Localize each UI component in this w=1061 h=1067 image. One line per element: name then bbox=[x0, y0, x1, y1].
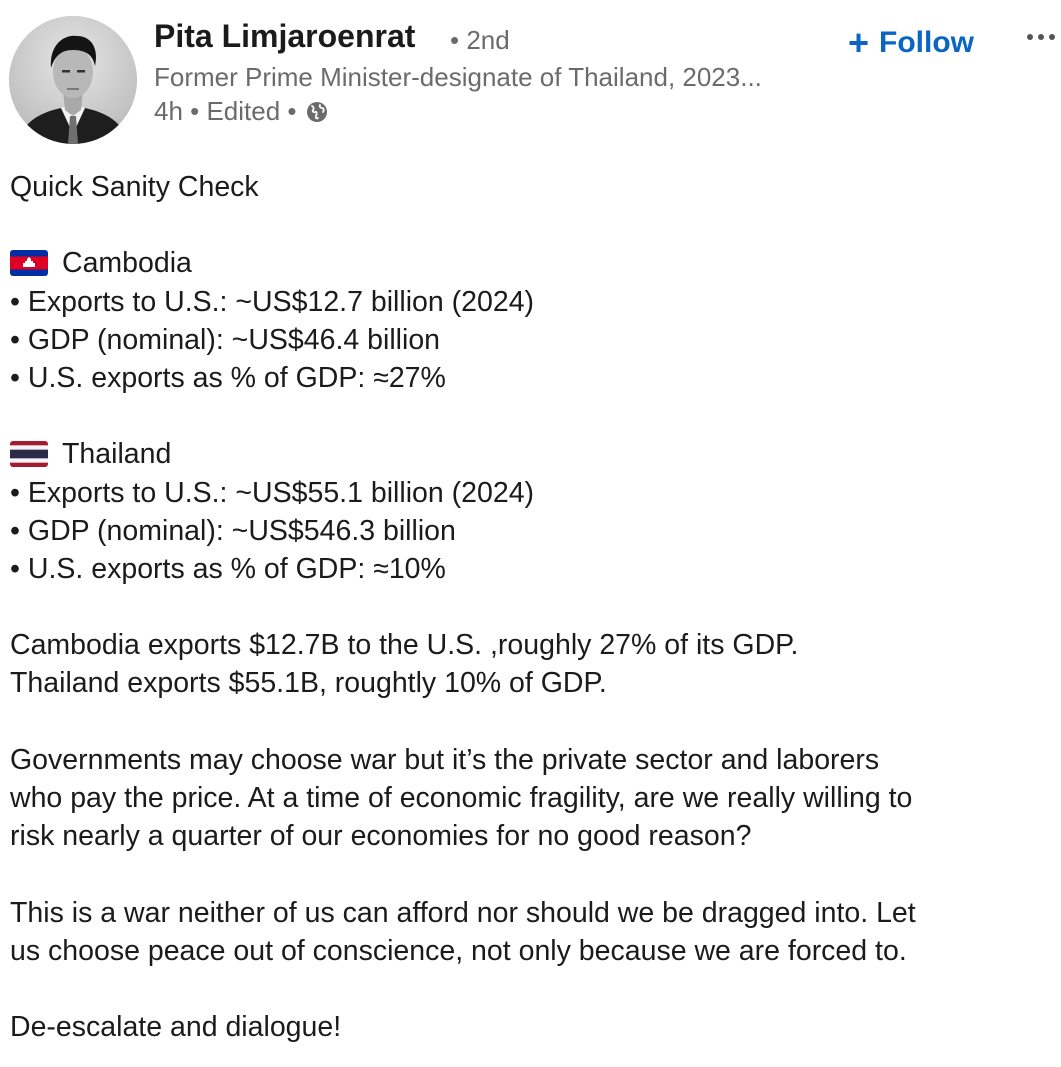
thailand-bullet: • GDP (nominal): ~US$546.3 billion bbox=[10, 514, 456, 547]
paragraph-line: This is a war neither of us can afford n… bbox=[10, 896, 916, 929]
author-avatar[interactable] bbox=[9, 16, 137, 144]
connection-degree: • 2nd bbox=[450, 25, 510, 55]
post-title: Quick Sanity Check bbox=[10, 171, 259, 203]
thailand-heading: Thailand bbox=[10, 435, 1058, 473]
thailand-flag-icon bbox=[10, 441, 48, 468]
avatar-portrait-image bbox=[9, 16, 137, 144]
globe-icon bbox=[305, 100, 329, 124]
paragraph-line: who pay the price. At a time of economic… bbox=[10, 782, 913, 814]
cambodia-heading: Cambodia bbox=[10, 244, 1058, 282]
cambodia-bullet: • GDP (nominal): ~US$46.4 billion bbox=[10, 323, 441, 356]
more-dots-icon bbox=[1027, 34, 1055, 40]
closing-line: De-escalate and dialogue! bbox=[10, 1011, 342, 1044]
cambodia-name: Cambodia bbox=[62, 247, 192, 280]
post-body: Quick Sanity Check Cambodia • Exports to… bbox=[10, 168, 1058, 1046]
cambodia-bullet: • Exports to U.S.: ~US$12.7 billion (202… bbox=[10, 285, 535, 318]
thailand-name: Thailand bbox=[62, 438, 172, 471]
post-meta: 4h • Edited • bbox=[154, 96, 329, 127]
post-meta-text: 4h • Edited • bbox=[154, 96, 297, 126]
paragraph-line: Governments may choose war but it’s the … bbox=[10, 743, 880, 776]
summary-line: Cambodia exports $12.7B to the U.S. ,rou… bbox=[10, 629, 799, 662]
paragraph-line: risk nearly a quarter of our economies f… bbox=[10, 820, 752, 853]
summary-line: Thailand exports $55.1B, roughtly 10% of… bbox=[10, 667, 607, 700]
thailand-bullet: • U.S. exports as % of GDP: ≈10% bbox=[10, 552, 446, 585]
author-headline[interactable]: Former Prime Minister-designate of Thail… bbox=[154, 62, 762, 92]
cambodia-bullet: • U.S. exports as % of GDP: ≈27% bbox=[10, 361, 446, 394]
author-name[interactable]: Pita Limjaroenrat bbox=[154, 18, 416, 54]
more-options-button[interactable] bbox=[1026, 30, 1056, 42]
paragraph-line: us choose peace out of conscience, not o… bbox=[10, 934, 907, 967]
follow-button[interactable]: + Follow bbox=[848, 22, 974, 64]
follow-label: Follow bbox=[879, 26, 975, 59]
thailand-bullet: • Exports to U.S.: ~US$55.1 billion (202… bbox=[10, 476, 535, 509]
post-header: Pita Limjaroenrat • 2nd Former Prime Min… bbox=[0, 0, 1061, 160]
plus-icon: + bbox=[848, 22, 870, 63]
cambodia-flag-icon bbox=[10, 250, 48, 277]
